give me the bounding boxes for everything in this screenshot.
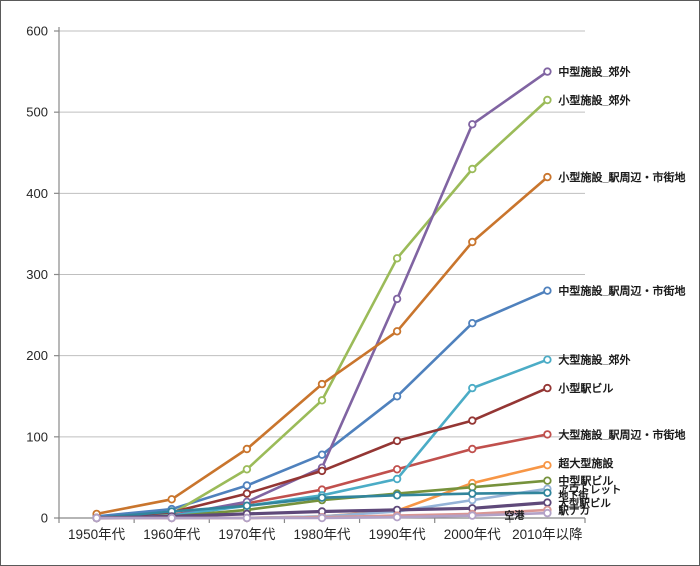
y-tick-label: 600 [26,24,48,39]
data-point-marker [468,120,477,129]
data-point-marker [543,488,552,497]
data-point-marker [167,495,176,504]
data-point-marker [468,319,477,328]
series-label: 地下街 [558,489,588,502]
series-label: 大型施設_郊外 [558,353,630,367]
series-label: 大型施設_駅周辺・市街地 [558,427,685,441]
y-tick-label: 100 [26,429,48,444]
data-point-marker [317,379,327,389]
data-point-marker [392,513,402,522]
data-point-marker [392,254,402,263]
data-point-marker [392,465,402,474]
y-tick-label: 0 [41,511,48,526]
series-label: 大型駅ビル [558,497,611,510]
series-label: 中型施設_郊外 [558,65,630,79]
data-point-marker [317,466,327,476]
data-point-marker [317,396,327,405]
series-line [95,433,549,520]
y-tick-label: 300 [26,267,48,282]
data-point-marker [242,513,252,523]
data-point-marker [392,392,402,401]
y-tick-label: 500 [26,105,48,120]
data-point-marker [317,493,327,502]
data-point-marker [543,383,552,393]
data-point-marker [392,436,402,446]
data-point-marker [167,513,176,523]
series-label: 超大型施設 [557,456,614,470]
data-point-marker [543,286,552,295]
data-point-marker [468,383,477,393]
data-point-marker [392,474,402,484]
data-point-marker [543,476,552,485]
data-point-marker [543,430,552,439]
data-point-marker [543,172,552,182]
data-point-marker [242,465,252,474]
x-category-label: 1990年代 [369,527,427,542]
data-point-marker [317,513,327,523]
data-point-marker [543,508,552,518]
x-category-label: 1980年代 [293,527,351,542]
x-category-label: 1960年代 [143,527,201,542]
series-label: 小型施設_駅周辺・市街地 [557,170,685,184]
series-label: 小型施設_郊外 [557,93,630,107]
data-point-marker [468,489,477,498]
x-category-label: 1970年代 [218,527,276,542]
x-category-label: 1950年代 [68,527,126,542]
series-label: アウトレット [558,484,621,496]
data-point-marker [242,501,252,510]
data-point-marker [543,498,552,507]
data-point-marker [242,481,252,490]
series-label: 中型施設_駅周辺・市街地 [558,284,685,298]
data-point-marker [543,461,552,470]
y-tick-label: 400 [26,186,48,201]
series-label: 駅ナカ [558,505,590,517]
y-tick-label: 200 [26,348,48,363]
data-point-marker [92,513,101,523]
x-category-label: 2010年以降 [512,527,583,542]
series-label: 小型駅ビル [557,381,613,395]
data-point-marker [468,511,477,520]
data-point-marker [468,237,477,247]
data-point-marker [543,67,552,76]
data-point-marker [392,327,402,336]
data-point-marker [468,444,477,454]
series-label: 空港 [504,509,525,522]
series-line [95,175,549,516]
data-point-marker [242,444,252,454]
x-category-label: 2000年代 [444,527,502,542]
data-point-marker [317,450,327,459]
data-point-marker [543,355,552,364]
series-label: 中型駅ビル [558,474,613,488]
data-point-marker [242,489,252,498]
data-point-marker [468,164,477,174]
data-point-marker [392,294,402,304]
data-point-marker [392,491,402,500]
data-point-marker [468,416,477,425]
data-point-marker [543,95,552,105]
